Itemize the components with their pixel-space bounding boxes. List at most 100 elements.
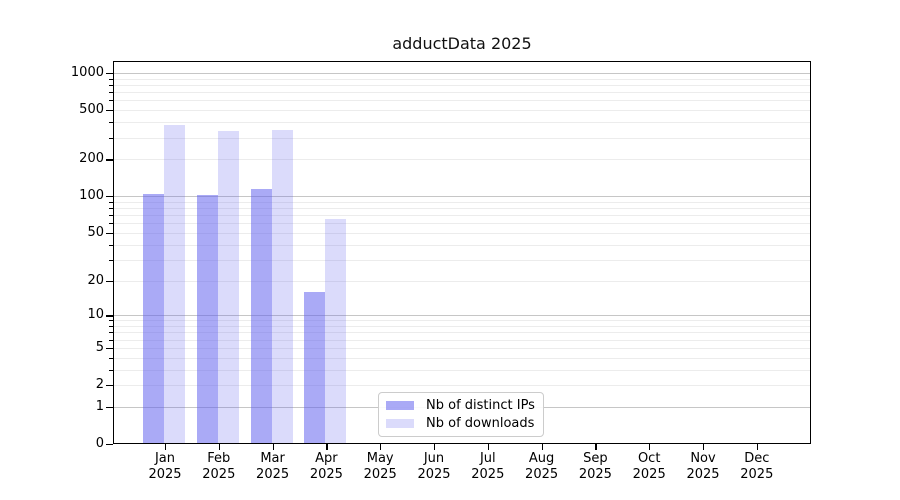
x-tick-year: 2025 — [740, 467, 774, 482]
y-axis-tick — [106, 232, 113, 235]
minor-gridline — [113, 339, 811, 341]
legend-label-downloads: Nb of downloads — [426, 415, 535, 431]
x-tick-year: 2025 — [525, 467, 559, 482]
x-tick-year: 2025 — [471, 467, 505, 482]
y-axis-tick — [106, 347, 113, 350]
minor-gridline — [113, 215, 811, 217]
bar-nb-of-downloads-jan — [164, 125, 185, 443]
minor-gridline — [113, 347, 811, 349]
x-tick-label: Feb 2025 — [191, 451, 247, 483]
major-gridline — [113, 315, 811, 317]
x-tick-month: Mar — [260, 451, 285, 466]
bar-nb-of-downloads-feb — [217, 131, 239, 443]
y-axis-minor-tick — [109, 100, 113, 102]
minor-gridline — [113, 100, 811, 102]
minor-gridline — [113, 122, 811, 124]
minor-gridline — [113, 357, 811, 359]
y-axis-minor-tick — [109, 326, 113, 327]
y-axis-minor-tick — [109, 84, 113, 86]
minor-gridline — [113, 385, 811, 386]
y-tick-label: 50 — [87, 224, 104, 240]
x-tick-year: 2025 — [256, 467, 290, 482]
y-axis-minor-tick — [109, 215, 113, 217]
x-tick-label: Nov 2025 — [675, 451, 731, 483]
minor-gridline — [113, 280, 811, 282]
x-tick-label: Jul 2025 — [460, 451, 516, 483]
x-axis-tick — [756, 444, 759, 450]
x-tick-month: May — [366, 451, 394, 466]
x-tick-month: Apr — [315, 451, 338, 466]
x-tick-year: 2025 — [578, 467, 612, 482]
y-axis-minor-tick — [109, 223, 113, 225]
plot-area — [113, 61, 811, 444]
x-tick-month: Nov — [690, 451, 716, 466]
minor-gridline — [113, 369, 811, 371]
y-axis-minor-tick — [109, 208, 113, 210]
x-tick-label: Aug 2025 — [514, 451, 570, 483]
y-axis-minor-tick — [109, 320, 113, 322]
x-tick-month: Dec — [744, 451, 770, 466]
x-tick-label: Sep 2025 — [567, 451, 623, 483]
minor-gridline — [113, 208, 811, 210]
y-tick-label: 0 — [95, 436, 104, 451]
x-tick-month: Oct — [637, 451, 661, 466]
y-tick-label: 500 — [79, 102, 104, 118]
minor-gridline — [113, 259, 811, 261]
y-axis-minor-tick — [109, 78, 113, 80]
minor-gridline — [113, 332, 811, 334]
legend-swatch-distinct-ips — [386, 401, 414, 411]
minor-gridline — [113, 232, 811, 234]
x-axis-tick — [703, 444, 705, 450]
y-axis-tick — [106, 406, 113, 409]
y-axis-minor-tick — [109, 201, 113, 203]
y-axis-minor-tick — [109, 244, 113, 246]
x-axis-tick — [218, 444, 221, 450]
y-axis-minor-tick — [109, 92, 113, 94]
legend-label-distinct-ips: Nb of distinct IPs — [426, 398, 535, 414]
y-axis-minor-tick — [109, 332, 113, 334]
y-axis-tick — [106, 280, 113, 282]
y-axis-tick — [106, 72, 113, 75]
y-axis-tick — [106, 196, 113, 198]
x-tick-year: 2025 — [148, 467, 182, 482]
minor-gridline — [113, 92, 811, 94]
bar-nb-of-distinct-ips-feb — [196, 195, 218, 443]
major-gridline — [113, 196, 811, 198]
x-tick-label: Jun 2025 — [406, 451, 462, 483]
x-axis-tick — [380, 444, 382, 450]
minor-gridline — [113, 84, 811, 86]
x-tick-month: Jul — [479, 451, 496, 466]
y-axis-tick — [106, 315, 113, 317]
legend-swatch-downloads — [386, 418, 414, 428]
minor-gridline — [113, 326, 811, 327]
y-tick-label: 1000 — [70, 64, 104, 80]
y-tick-label: 10 — [87, 307, 104, 323]
bar-nb-of-downloads-apr — [325, 219, 347, 443]
legend-item-downloads: Nb of downloads — [386, 415, 535, 432]
y-axis-minor-tick — [109, 259, 113, 261]
minor-gridline — [113, 201, 811, 203]
x-tick-label: Mar 2025 — [245, 451, 301, 483]
x-tick-year: 2025 — [632, 467, 666, 482]
x-axis-tick — [487, 444, 490, 450]
minor-gridline — [113, 137, 811, 139]
x-axis-tick — [165, 444, 167, 450]
minor-gridline — [113, 244, 811, 246]
x-tick-month: Jan — [154, 451, 176, 466]
y-axis-tick — [106, 159, 113, 161]
bar-nb-of-downloads-mar — [271, 129, 293, 443]
y-axis-tick — [106, 444, 113, 446]
minor-gridline — [113, 110, 811, 112]
x-tick-month: Sep — [583, 451, 608, 466]
x-axis-tick — [649, 444, 651, 450]
y-tick-label: 200 — [79, 151, 104, 167]
x-tick-year: 2025 — [202, 467, 236, 482]
x-tick-label: Apr 2025 — [298, 451, 354, 483]
x-axis-tick — [326, 444, 328, 450]
minor-gridline — [113, 320, 811, 322]
x-tick-label: Dec 2025 — [729, 451, 785, 483]
x-tick-month: Aug — [528, 451, 555, 466]
y-axis-minor-tick — [109, 339, 113, 341]
major-gridline — [113, 72, 811, 74]
